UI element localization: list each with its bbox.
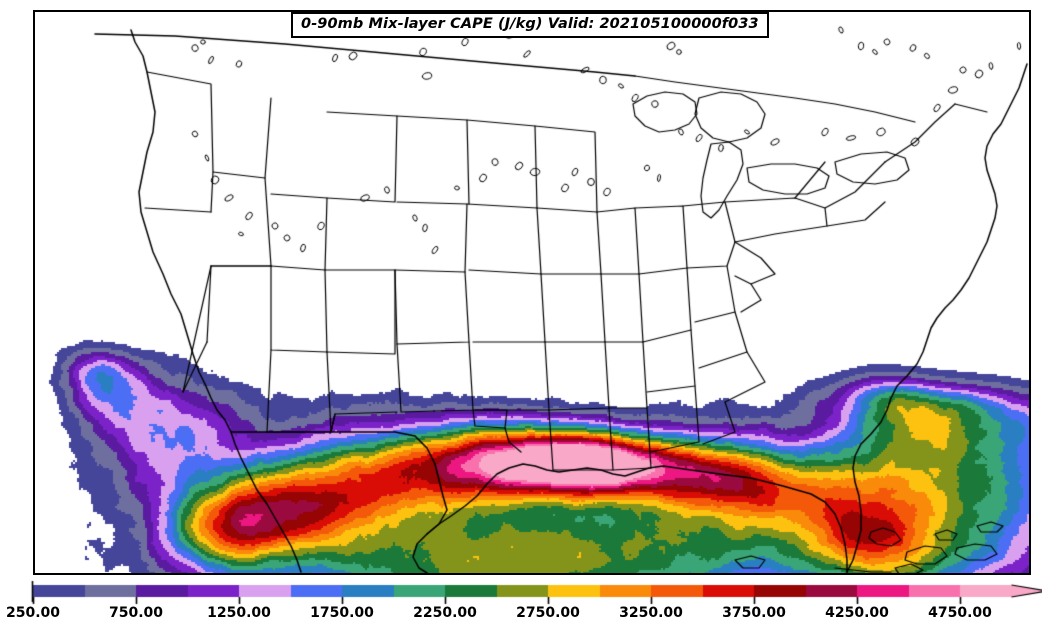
colorbar-tick-label: 750.00 [108, 605, 164, 621]
colorbar-tick-label: 3250.00 [619, 605, 683, 621]
colorbar-tick-label: 2250.00 [413, 605, 477, 621]
map-panel[interactable] [33, 10, 1031, 575]
colorbar: 250.00 750.00 1250.00 1750.00 2250.00 2750.00… [0, 578, 1042, 632]
colorbar-tick-label: 4750.00 [928, 605, 992, 621]
colorbar-tick-label: 1750.00 [310, 605, 374, 621]
colorbar-tick-labels: 250.00 750.00 1250.00 1750.00 2250.00 2750.00… [0, 605, 1042, 630]
cape-contour-map[interactable] [35, 12, 1029, 573]
colorbar-tick-label: 4250.00 [825, 605, 889, 621]
colorbar-gradient [0, 578, 1042, 608]
map-title: 0-90mb Mix-layer CAPE (J/kg) Valid: 2021… [291, 12, 769, 39]
colorbar-tick-label: 250.00 [5, 605, 61, 621]
colorbar-tick-label: 1250.00 [207, 605, 271, 621]
colorbar-tick-label: 2750.00 [516, 605, 580, 621]
colorbar-tick-label: 3750.00 [722, 605, 786, 621]
